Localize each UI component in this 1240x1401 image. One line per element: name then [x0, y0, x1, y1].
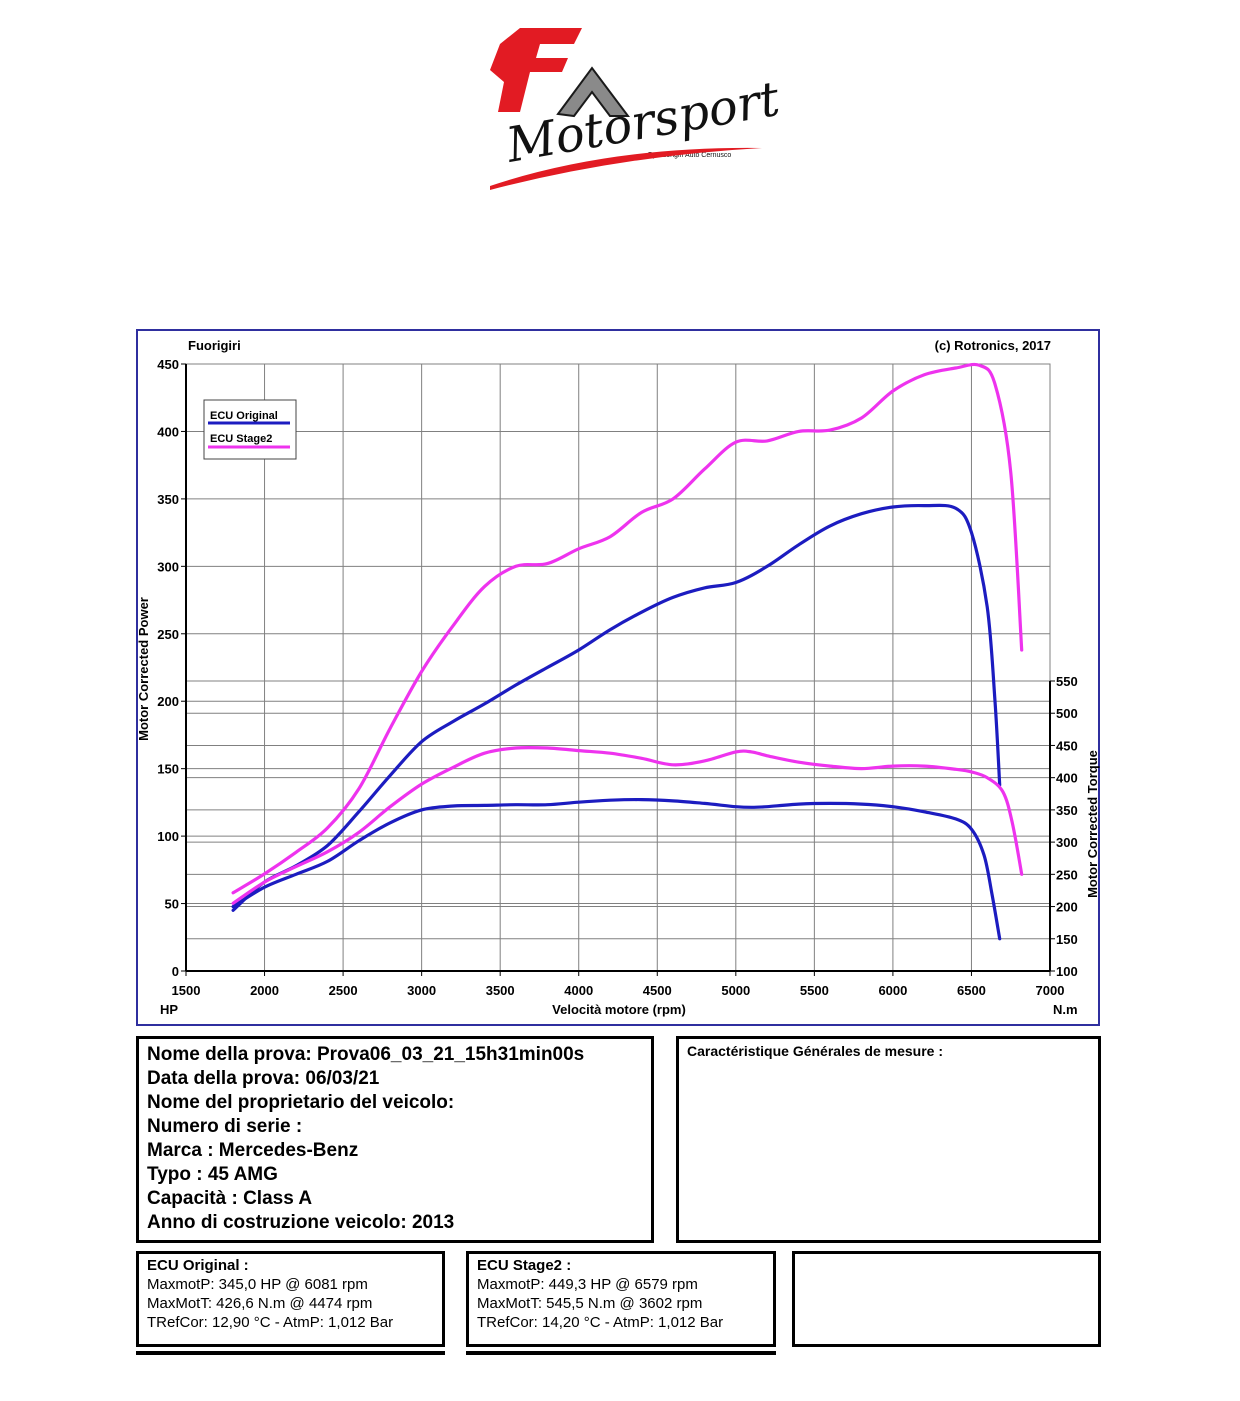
- double-rule: [136, 1351, 445, 1355]
- legend-label-ecu-stage2: ECU Stage2: [210, 433, 272, 445]
- logo-tagline: By Fuorigiri Auto Cernusco: [648, 152, 731, 159]
- x-tick-label: 3500: [486, 983, 515, 998]
- x-tick-label: 4000: [564, 983, 593, 998]
- result-max-torque: MaxMotT: 426,6 N.m @ 4474 rpm: [147, 1295, 373, 1312]
- y-right-tick-label: 450: [1056, 738, 1078, 753]
- legend-label-ecu-original: ECU Original: [210, 410, 278, 422]
- x-tick-label: 7000: [1036, 983, 1065, 998]
- chart-grid: [185, 363, 1051, 972]
- chart-header-right: (c) Rotronics, 2017: [935, 338, 1051, 353]
- ecu-stage2-torque-line: [231, 745, 1024, 905]
- logo-a-mark: [556, 66, 630, 118]
- info-serial: Numero di serie :: [147, 1116, 303, 1137]
- x-tick-label: 1500: [172, 983, 201, 998]
- y-right-tick-label: 550: [1056, 674, 1078, 689]
- x-tick-label: 2500: [329, 983, 358, 998]
- y-left-tick-label: 350: [157, 492, 179, 507]
- measure-characteristics-box: Caractéristique Générales de mesure :: [676, 1036, 1101, 1243]
- result-title: ECU Stage2 :: [477, 1257, 572, 1274]
- x-tick-label: 6000: [878, 983, 907, 998]
- info-brand: Marca : Mercedes-Benz: [147, 1140, 359, 1161]
- y-right-tick-label: 100: [1056, 964, 1078, 979]
- x-unit-right: N.m: [1053, 1002, 1078, 1017]
- test-info-box: Nome della prova: Prova06_03_21_15h31min…: [136, 1036, 654, 1243]
- y-right-tick-label: 350: [1056, 803, 1078, 818]
- x-tick-label: 5000: [721, 983, 750, 998]
- chart-series: [231, 362, 1024, 941]
- y-left-tick-label: 200: [157, 694, 179, 709]
- y-right-tick-label: 200: [1056, 900, 1078, 915]
- legend-box: [203, 399, 297, 460]
- x-unit-left: HP: [160, 1002, 178, 1017]
- y-right-tick-label: 250: [1056, 867, 1078, 882]
- result-empty-box: [792, 1251, 1101, 1347]
- result-ecu-original: ECU Original : MaxmotP: 345,0 HP @ 6081 …: [136, 1251, 445, 1347]
- info-test-name: Nome della prova: Prova06_03_21_15h31min…: [147, 1044, 585, 1065]
- info-capacity: Capacità : Class A: [147, 1188, 313, 1209]
- info-year: Anno di costruzione veicolo: 2013: [147, 1212, 455, 1233]
- result-ref-cor: TRefCor: 12,90 °C - AtmP: 1,012 Bar: [147, 1314, 394, 1331]
- ecu-original-torque-line: [231, 797, 1002, 941]
- dyno-chart: Fuorigiri (c) Rotronics, 2017 1500 2000 25…: [136, 338, 1100, 1017]
- x-tick-label: 6500: [957, 983, 986, 998]
- double-rule: [466, 1351, 776, 1355]
- x-tick-label: 2000: [250, 983, 279, 998]
- y-left-tick-label: 50: [165, 897, 179, 912]
- fa-motorsport-logo: Motorsport By Fuorigiri Auto Cernusco: [490, 28, 780, 190]
- result-ref-cor: TRefCor: 14,20 °C - AtmP: 1,012 Bar: [477, 1314, 724, 1331]
- y-left-tick-label: 300: [157, 559, 179, 574]
- y-right-tick-label: 500: [1056, 706, 1078, 721]
- logo-f-mark: [490, 28, 582, 112]
- y-left-tick-label: 150: [157, 762, 179, 777]
- chart-header-left: Fuorigiri: [188, 338, 241, 353]
- result-max-torque: MaxMotT: 545,5 N.m @ 3602 rpm: [477, 1295, 703, 1312]
- y-axis-left-label: Motor Corrected Power: [136, 597, 151, 741]
- chart-legend: ECU Original ECU Stage2: [203, 399, 297, 460]
- info-test-date: Data della prova: 06/03/21: [147, 1068, 380, 1089]
- y-right-tick-label: 400: [1056, 771, 1078, 786]
- y-left-tick-label: 100: [157, 829, 179, 844]
- x-tick-label: 4500: [643, 983, 672, 998]
- y-left-tick-label: 450: [157, 357, 179, 372]
- chart-frame: [136, 329, 1100, 1026]
- ecu-stage2-power-line: [231, 362, 1024, 895]
- x-axis-label: Velocità motore (rpm): [552, 1002, 686, 1017]
- result-max-power: MaxmotP: 449,3 HP @ 6579 rpm: [477, 1276, 698, 1293]
- y-left-tick-label: 250: [157, 627, 179, 642]
- y-axis-right-label: Motor Corrected Torque: [1085, 750, 1100, 898]
- y-right-tick-label: 150: [1056, 932, 1078, 947]
- result-ecu-stage2: ECU Stage2 : MaxmotP: 449,3 HP @ 6579 rp…: [466, 1251, 776, 1347]
- result-max-power: MaxmotP: 345,0 HP @ 6081 rpm: [147, 1276, 368, 1293]
- x-tick-label: 3000: [407, 983, 436, 998]
- y-left-tick-label: 0: [172, 964, 179, 979]
- info-type: Typo : 45 AMG: [147, 1164, 278, 1185]
- measure-title: Caractéristique Générales de mesure :: [687, 1043, 944, 1059]
- x-tick-label: 5500: [800, 983, 829, 998]
- result-title: ECU Original :: [147, 1257, 249, 1274]
- y-right-tick-label: 300: [1056, 835, 1078, 850]
- plot-area: [185, 363, 1051, 972]
- chart-axes: 1500 2000 2500 3000 3500 4000 4500 5000 5500 6000…: [157, 357, 1077, 998]
- logo-swoosh: [490, 147, 762, 190]
- y-left-tick-label: 400: [157, 424, 179, 439]
- ecu-original-power-line: [231, 503, 1002, 912]
- info-owner: Nome del proprietario del veicolo:: [147, 1092, 455, 1113]
